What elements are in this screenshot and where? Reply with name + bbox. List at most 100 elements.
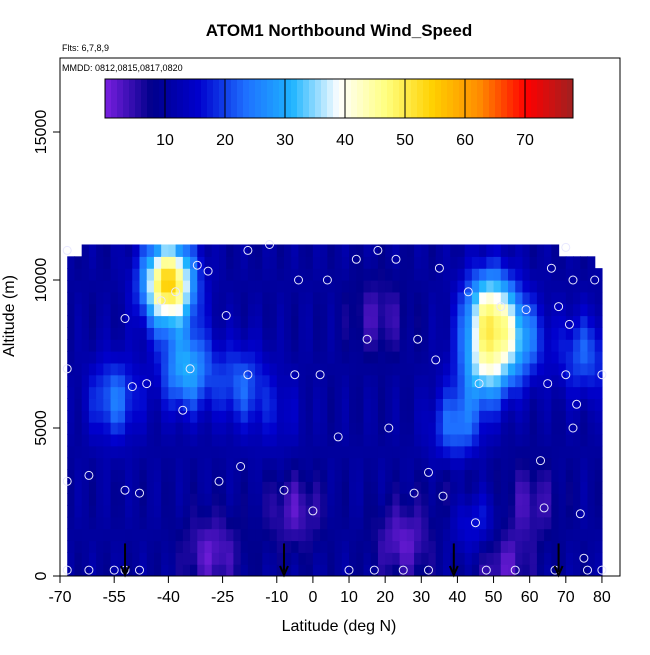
heatmap-cell: [334, 457, 343, 471]
heatmap-cell: [435, 552, 444, 565]
heatmap-cell: [399, 374, 408, 388]
heatmap-cell: [168, 374, 177, 388]
heatmap-cell: [247, 422, 256, 435]
heatmap-cell: [421, 256, 430, 269]
heatmap-cell: [435, 374, 444, 388]
heatmap-cell: [377, 280, 386, 293]
heatmap-cell: [74, 327, 83, 340]
heatmap-cell: [536, 516, 545, 530]
heatmap-cell: [356, 291, 365, 305]
heatmap-cell: [392, 280, 401, 293]
heatmap-cell: [464, 398, 473, 411]
heatmap-cell: [284, 244, 292, 257]
colorbar-segment: [105, 79, 112, 118]
data-point: [510, 565, 520, 575]
heatmap-cell: [414, 362, 422, 376]
heatmap-cell: [305, 410, 314, 423]
data-point: [438, 491, 448, 501]
heatmap-cell: [442, 386, 451, 399]
heatmap-cell: [450, 469, 459, 482]
heatmap-cell: [88, 280, 97, 293]
heatmap-cell: [428, 445, 437, 459]
heatmap-cell: [349, 374, 357, 388]
heatmap-cell: [464, 280, 473, 293]
heatmap-cell: [96, 540, 104, 553]
heatmap-cell: [457, 469, 466, 482]
heatmap-cell: [276, 374, 285, 388]
heatmap-cell: [385, 469, 393, 482]
heatmap-cell: [435, 481, 444, 494]
heatmap-cell: [580, 386, 589, 399]
heatmap-cell: [153, 469, 162, 482]
heatmap-cell: [500, 481, 509, 494]
heatmap-cell: [204, 433, 213, 447]
heatmap-cell: [428, 516, 437, 530]
heatmap-cell: [457, 552, 466, 565]
heatmap-cell: [175, 303, 184, 317]
heatmap-cell: [312, 256, 321, 269]
heatmap-cell: [218, 339, 227, 352]
heatmap-cell: [587, 481, 596, 494]
heatmap-cell: [486, 327, 495, 340]
heatmap-cell: [67, 303, 76, 317]
heatmap-cell: [573, 493, 581, 506]
heatmap-cell: [370, 386, 379, 399]
heatmap-cell: [161, 564, 169, 576]
heatmap-cell: [74, 362, 83, 376]
heatmap-cell: [529, 244, 538, 257]
heatmap-cell: [233, 256, 242, 269]
heatmap-cell: [139, 268, 148, 281]
colorbar-segment: [399, 79, 406, 118]
heatmap-cell: [262, 469, 271, 482]
heatmap-cell: [110, 564, 119, 576]
heatmap-cell: [211, 504, 220, 518]
heatmap-cell: [312, 268, 321, 281]
heatmap-cell: [327, 351, 336, 364]
heatmap-cell: [247, 445, 256, 459]
heatmap-cell: [161, 457, 169, 471]
heatmap-cell: [522, 244, 531, 257]
heatmap-cell: [269, 481, 278, 494]
heatmap-cell: [421, 528, 430, 542]
heatmap-cell: [377, 386, 386, 399]
heatmap-cell: [218, 422, 227, 435]
heatmap-cell: [197, 516, 206, 530]
heatmap-cell: [544, 422, 552, 435]
heatmap-cell: [117, 374, 126, 388]
heatmap-cell: [305, 303, 314, 317]
colorbar-tick-label: 10: [156, 132, 174, 149]
heatmap-cell: [284, 339, 292, 352]
heatmap-cell: [197, 457, 206, 471]
heatmap-cell: [471, 445, 480, 459]
heatmap-cell: [406, 493, 415, 506]
heatmap-cell: [132, 516, 141, 530]
heatmap-cell: [377, 540, 386, 553]
heatmap-cell: [197, 327, 206, 340]
heatmap-cell: [457, 244, 466, 257]
data-point: [481, 565, 491, 575]
heatmap-cell: [168, 469, 177, 482]
heatmap-cell: [573, 351, 581, 364]
heatmap-cell: [139, 481, 148, 494]
heatmap-cell: [312, 493, 321, 506]
heatmap-cell: [450, 280, 459, 293]
heatmap-cell: [399, 410, 408, 423]
heatmap-cell: [117, 528, 126, 542]
heatmap-cell: [529, 469, 538, 482]
heatmap-cell: [276, 351, 285, 364]
heatmap-cell: [399, 315, 408, 328]
heatmap-cell: [226, 398, 235, 411]
heatmap-cell: [276, 339, 285, 352]
heatmap-cell: [377, 291, 386, 305]
heatmap-cell: [515, 540, 524, 553]
heatmap-cell: [558, 351, 567, 364]
x-tick-label: 20: [376, 589, 394, 606]
heatmap-cell: [428, 398, 437, 411]
heatmap-cell: [153, 504, 162, 518]
data-point: [434, 263, 444, 273]
heatmap-cell: [320, 493, 328, 506]
heatmap-cell: [493, 327, 502, 340]
heatmap-cell: [233, 303, 242, 317]
heatmap-cell: [125, 422, 133, 435]
colorbar-segment: [567, 79, 574, 118]
